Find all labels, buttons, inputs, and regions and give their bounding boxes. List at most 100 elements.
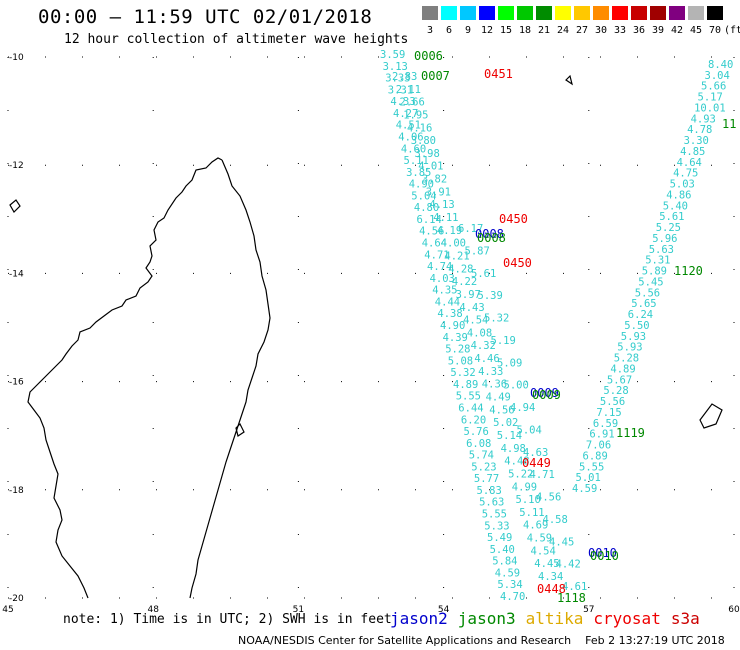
track-value-left: 4.51 (396, 120, 421, 132)
lat-tick-label: -10 (9, 53, 24, 63)
track-value-left: 4.38 (437, 308, 462, 320)
pass-time-label: 1120 (674, 264, 703, 278)
track-value-right: 4.93 (691, 113, 716, 125)
track-value-left: 6.08 (466, 438, 491, 450)
scale-label: 9 (464, 25, 472, 36)
pass-time-label: 0451 (484, 67, 513, 81)
track-value-left: 5.40 (490, 544, 515, 556)
track-value-left: 3.85 (406, 167, 431, 179)
track-value-left: 5.28 (445, 344, 470, 356)
track-value-left: 3.33 (385, 73, 410, 85)
track-value-right: 5.28 (603, 385, 628, 397)
track-value-left: 5.76 (464, 426, 489, 438)
track-value-mid: 5.19 (491, 335, 516, 347)
track-value-right: 5.67 (607, 374, 632, 386)
track-value-left: 4.90 (409, 179, 434, 191)
satellite-legend: jason2 jason3 altika cryosat s3a (390, 609, 710, 628)
track-value-left: 5.74 (469, 450, 494, 462)
legend-jason2: jason2 (390, 609, 448, 628)
pass-time-label: 11 (722, 117, 736, 131)
track-value-left: 4.71 (424, 249, 449, 261)
scale-label: 12 (480, 25, 494, 36)
pass-time-label: 0009 (530, 386, 559, 400)
scale-label: 45 (689, 25, 703, 36)
track-value-mid: 5.61 (471, 268, 496, 280)
lat-tick-label: -12 (9, 161, 24, 171)
track-value-left-2: 4.43 (459, 302, 484, 314)
pass-time-label: 0450 (499, 212, 528, 226)
nosy-be-island (9, 199, 21, 213)
track-value-right: 5.89 (642, 266, 667, 278)
lon-tick-label: 48 (147, 605, 159, 615)
track-value-left: 5.23 (471, 461, 496, 473)
track-value-left: 6.44 (458, 403, 483, 415)
track-value-left: 4.35 (432, 285, 457, 297)
tiny-island-ne (565, 74, 573, 86)
scale-swatch (460, 6, 476, 20)
track-value-right: 6.24 (628, 309, 653, 321)
track-value-mid: 4.45 (549, 536, 574, 548)
track-value-left-2: 5.22 (508, 468, 533, 480)
track-value-left-2: 4.45 (534, 558, 559, 570)
pass-time-label: 1119 (616, 426, 645, 440)
track-value-mid: 4.94 (510, 402, 535, 414)
track-value-right: 5.55 (579, 461, 604, 473)
pass-time-label: 0006 (414, 49, 443, 63)
lon-tick-label: 54 (438, 605, 450, 615)
map-subtitle: 12 hour collection of altimeter wave hei… (64, 32, 409, 47)
pass-time-label: 0007 (421, 69, 450, 83)
track-value-right: 7.06 (586, 440, 611, 452)
track-value-right: 5.65 (631, 298, 656, 310)
reunion-like-island (699, 403, 723, 429)
track-value-left-2: 4.98 (501, 443, 526, 455)
track-value-left: 4.59 (495, 567, 520, 579)
track-value-left-2: 2.66 (400, 97, 425, 109)
scale-swatch (479, 6, 495, 20)
scale-label: 33 (613, 25, 627, 36)
track-value-left: 5.55 (482, 509, 507, 521)
track-value-left: 4.90 (440, 320, 465, 332)
track-value-mid: 4.58 (543, 514, 568, 526)
scale-label: 36 (632, 25, 646, 36)
track-value-right: 5.25 (656, 222, 681, 234)
track-value-mid: 4.61 (562, 581, 587, 593)
track-value-left: 5.34 (497, 579, 522, 591)
track-value-left-2: 3.98 (415, 148, 440, 160)
track-value-left: 5.04 (411, 190, 436, 202)
track-value-left: 5.77 (474, 473, 499, 485)
track-value-right: 3.30 (684, 135, 709, 147)
track-value-left-2: 4.99 (512, 481, 537, 493)
scale-swatch (593, 6, 609, 20)
track-value-mid: 4.56 (536, 492, 561, 504)
track-value-right: 5.93 (617, 342, 642, 354)
timestamp-text: Feb 2 13:27:19 UTC 2018 (585, 634, 725, 647)
track-value-mid: 5.32 (484, 313, 509, 325)
track-value-left-2: 3.97 (456, 289, 481, 301)
lon-tick-label: 51 (293, 605, 304, 615)
track-value-left-2: 3.82 (422, 174, 447, 186)
track-value-mid: 4.63 (523, 447, 548, 459)
lat-tick-label: -18 (9, 486, 24, 496)
track-value-left: 4.70 (500, 591, 525, 603)
pass-time-label: 1118 (557, 591, 586, 605)
track-value-left: 4.60 (401, 143, 426, 155)
track-value-right: 5.93 (621, 331, 646, 343)
track-value-left-2: 4.00 (441, 238, 466, 250)
scale-label: 27 (575, 25, 589, 36)
track-value-mid: 6.17 (458, 223, 483, 235)
legend-jason3: jason3 (457, 609, 516, 628)
scale-swatch (498, 6, 514, 20)
track-value-right: 5.56 (635, 287, 660, 299)
lon-tick-label: 60 (728, 605, 740, 615)
coastline (9, 74, 723, 599)
track-value-right: 5.03 (670, 179, 695, 191)
scale-label: 18 (518, 25, 532, 36)
track-value-right: 4.86 (666, 190, 691, 202)
scale-label: 6 (445, 25, 453, 36)
scale-swatch (555, 6, 571, 20)
track-value-left: 5.33 (484, 520, 509, 532)
track-value-left: 5.63 (479, 497, 504, 509)
track-value-right: 5.40 (663, 200, 688, 212)
track-value-right: 4.75 (673, 168, 698, 180)
track-value-right: 4.78 (687, 124, 712, 136)
